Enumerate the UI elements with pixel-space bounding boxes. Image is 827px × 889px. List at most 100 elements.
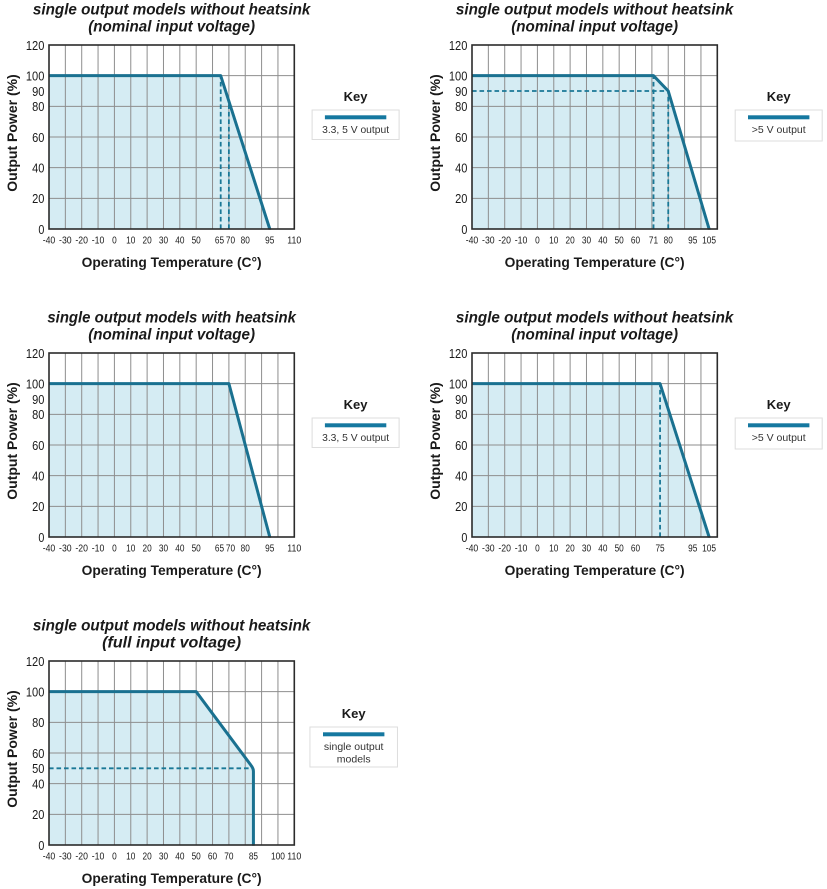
svg-text:50: 50 <box>615 236 625 247</box>
svg-text:-30: -30 <box>482 544 495 555</box>
svg-text:120: 120 <box>26 39 45 53</box>
svg-text:Output Power (%): Output Power (%) <box>427 382 443 499</box>
svg-text:71: 71 <box>649 236 658 247</box>
svg-text:60: 60 <box>455 439 467 453</box>
svg-text:10: 10 <box>126 236 136 247</box>
svg-text:20: 20 <box>143 236 153 247</box>
svg-text:-20: -20 <box>498 236 511 247</box>
svg-text:20: 20 <box>143 544 153 555</box>
svg-text:20: 20 <box>32 808 44 822</box>
svg-text:20: 20 <box>32 500 44 514</box>
svg-text:95: 95 <box>265 236 275 247</box>
svg-text:40: 40 <box>32 162 44 176</box>
svg-text:-10: -10 <box>92 544 105 555</box>
svg-text:>5 V output: >5 V output <box>752 432 806 444</box>
svg-text:105: 105 <box>702 236 716 247</box>
svg-text:0: 0 <box>38 531 44 545</box>
svg-text:-10: -10 <box>515 544 528 555</box>
svg-text:100: 100 <box>449 70 468 84</box>
svg-text:-20: -20 <box>498 544 511 555</box>
svg-text:60: 60 <box>631 544 641 555</box>
svg-text:20: 20 <box>455 500 467 514</box>
svg-text:80: 80 <box>241 236 251 247</box>
svg-text:Output Power (%): Output Power (%) <box>427 74 443 191</box>
svg-text:10: 10 <box>126 852 136 863</box>
svg-text:80: 80 <box>241 544 251 555</box>
svg-text:90: 90 <box>32 85 44 99</box>
svg-text:100: 100 <box>26 686 45 700</box>
svg-text:50: 50 <box>32 762 44 776</box>
svg-text:-30: -30 <box>59 852 72 863</box>
svg-text:models: models <box>337 754 371 766</box>
svg-text:30: 30 <box>582 544 592 555</box>
svg-text:100: 100 <box>449 378 468 392</box>
svg-text:single output models with heat: single output models with heatsink <box>47 310 297 327</box>
svg-text:20: 20 <box>566 236 576 247</box>
svg-text:120: 120 <box>26 655 45 669</box>
svg-text:(nominal input voltage): (nominal input voltage) <box>88 327 255 344</box>
svg-text:0: 0 <box>112 852 117 863</box>
svg-text:40: 40 <box>598 544 608 555</box>
svg-text:80: 80 <box>32 408 44 422</box>
svg-text:-30: -30 <box>482 236 495 247</box>
svg-text:70: 70 <box>224 852 234 863</box>
svg-text:95: 95 <box>688 544 698 555</box>
svg-text:0: 0 <box>112 236 117 247</box>
svg-text:40: 40 <box>598 236 608 247</box>
svg-text:40: 40 <box>175 236 185 247</box>
svg-text:(nominal input voltage): (nominal input voltage) <box>511 327 678 344</box>
svg-text:-40: -40 <box>43 852 56 863</box>
svg-text:-40: -40 <box>466 544 479 555</box>
svg-text:(nominal input voltage): (nominal input voltage) <box>511 19 678 36</box>
svg-text:Output Power (%): Output Power (%) <box>4 74 20 191</box>
svg-text:20: 20 <box>32 192 44 206</box>
svg-text:100: 100 <box>26 70 45 84</box>
svg-text:30: 30 <box>159 852 169 863</box>
svg-text:Key: Key <box>342 706 367 721</box>
svg-text:-30: -30 <box>59 544 72 555</box>
svg-text:20: 20 <box>143 852 153 863</box>
svg-text:10: 10 <box>549 544 559 555</box>
svg-text:60: 60 <box>455 131 467 145</box>
svg-text:85: 85 <box>249 852 259 863</box>
svg-text:-30: -30 <box>59 236 72 247</box>
svg-text:80: 80 <box>32 100 44 114</box>
svg-text:90: 90 <box>455 393 467 407</box>
svg-text:-20: -20 <box>75 852 88 863</box>
svg-text:-20: -20 <box>75 544 88 555</box>
svg-text:80: 80 <box>455 408 467 422</box>
svg-text:-40: -40 <box>43 544 56 555</box>
svg-text:95: 95 <box>265 544 275 555</box>
svg-text:-10: -10 <box>515 236 528 247</box>
svg-text:30: 30 <box>159 544 169 555</box>
svg-text:-10: -10 <box>92 236 105 247</box>
svg-text:40: 40 <box>32 778 44 792</box>
svg-text:100: 100 <box>26 378 45 392</box>
svg-text:Output Power (%): Output Power (%) <box>4 690 20 807</box>
svg-text:(full input voltage): (full input voltage) <box>102 635 241 652</box>
svg-text:0: 0 <box>535 544 540 555</box>
svg-text:40: 40 <box>32 470 44 484</box>
svg-text:60: 60 <box>32 747 44 761</box>
svg-text:10: 10 <box>126 544 136 555</box>
svg-text:40: 40 <box>175 852 185 863</box>
svg-text:40: 40 <box>455 162 467 176</box>
svg-text:Operating Temperature (C°): Operating Temperature (C°) <box>82 871 262 887</box>
svg-text:50: 50 <box>192 852 202 863</box>
svg-text:3.3, 5 V output: 3.3, 5 V output <box>322 432 389 444</box>
svg-text:90: 90 <box>32 393 44 407</box>
svg-text:100: 100 <box>271 852 285 863</box>
svg-text:single output models without h: single output models without heatsink <box>456 2 735 19</box>
svg-text:Operating Temperature (C°): Operating Temperature (C°) <box>82 255 262 271</box>
svg-text:0: 0 <box>461 531 467 545</box>
svg-text:0: 0 <box>535 236 540 247</box>
svg-text:Key: Key <box>767 397 792 412</box>
svg-text:120: 120 <box>449 347 468 361</box>
svg-text:50: 50 <box>192 236 202 247</box>
svg-text:20: 20 <box>455 192 467 206</box>
svg-text:65: 65 <box>215 544 225 555</box>
svg-text:120: 120 <box>26 347 45 361</box>
svg-text:120: 120 <box>449 39 468 53</box>
svg-text:(nominal input voltage): (nominal input voltage) <box>88 19 255 36</box>
svg-text:110: 110 <box>287 236 301 247</box>
